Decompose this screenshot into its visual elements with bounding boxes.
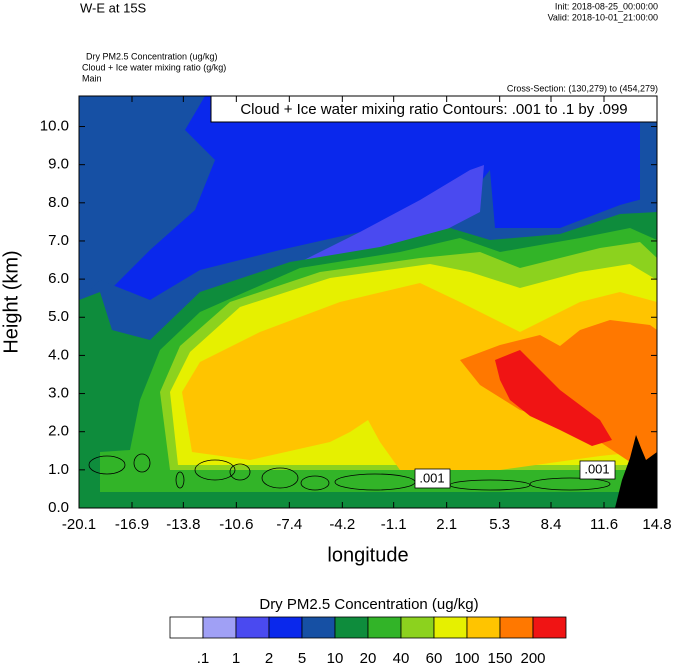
y-tick-label: 9.0 bbox=[48, 156, 69, 173]
x-tick-label: 14.8 bbox=[642, 516, 671, 533]
x-tick-label: 11.6 bbox=[590, 516, 618, 533]
y-tick-label: 3.0 bbox=[48, 385, 69, 402]
contour-label: .001 bbox=[584, 461, 609, 476]
contour-field bbox=[79, 96, 657, 508]
field-label: Dry PM2.5 Concentration (ug/kg) bbox=[86, 51, 218, 61]
colorbar-box bbox=[235, 616, 270, 639]
fill-region bbox=[182, 283, 657, 470]
contour-label: .001 bbox=[419, 470, 444, 485]
contour-label-box bbox=[414, 468, 451, 489]
terrain bbox=[615, 435, 657, 508]
colorbar-box bbox=[499, 616, 534, 639]
x-tick-label: -10.6 bbox=[219, 516, 253, 533]
y-tick-label: 5.0 bbox=[48, 308, 69, 325]
colorbar-label: 20 bbox=[360, 650, 377, 667]
colorbar-box bbox=[466, 616, 501, 639]
fill-region bbox=[495, 350, 612, 446]
colorbar-label: 1 bbox=[232, 650, 240, 667]
fill-region bbox=[79, 96, 215, 300]
colorbar-label: 60 bbox=[426, 650, 443, 667]
y-tick-label: 7.0 bbox=[48, 232, 69, 249]
field-label: Main bbox=[82, 73, 102, 83]
subtitle: Cross-Section: (130,279) to (454,279) bbox=[507, 83, 658, 93]
colorbar-box bbox=[400, 616, 435, 639]
fill-region bbox=[300, 165, 484, 268]
fill-region bbox=[180, 470, 620, 492]
colorbar-label: 100 bbox=[454, 650, 479, 667]
init-time: Init: 2018-08-25_00:00:00 bbox=[555, 1, 658, 11]
x-tick-label: 2.1 bbox=[436, 516, 457, 533]
colorbar-label: 2 bbox=[265, 650, 273, 667]
x-tick-label: 8.4 bbox=[541, 516, 562, 533]
valid-time: Valid: 2018-10-01_21:00:00 bbox=[548, 12, 658, 22]
y-tick-label: 1.0 bbox=[48, 461, 69, 478]
x-tick-label: -7.4 bbox=[276, 516, 302, 533]
y-tick-label: 4.0 bbox=[48, 346, 69, 363]
colorbar-box bbox=[367, 616, 402, 639]
x-tick-label: -4.2 bbox=[329, 516, 355, 533]
x-tick-label: -13.8 bbox=[166, 516, 200, 533]
colorbar-label: .1 bbox=[197, 650, 210, 667]
colorbar-box bbox=[169, 616, 204, 639]
colorbar-box bbox=[433, 616, 468, 639]
colorbar-label: 40 bbox=[393, 650, 410, 667]
y-tick-label: 6.0 bbox=[48, 270, 69, 287]
annotation: Cloud + Ice water mixing ratio Contours:… bbox=[240, 101, 627, 118]
colorbar-label: 200 bbox=[520, 650, 545, 667]
y-tick-label: 0.0 bbox=[48, 499, 69, 516]
colorbar-box bbox=[202, 616, 237, 639]
annotation-box bbox=[210, 95, 658, 123]
chart-title: W-E at 15S bbox=[80, 0, 147, 15]
y-axis-label: Height (km) bbox=[0, 250, 22, 353]
colorbar-label: 150 bbox=[487, 650, 512, 667]
x-axis-label: longitude bbox=[327, 544, 408, 566]
x-tick-label: -1.1 bbox=[381, 516, 407, 533]
x-tick-label: 5.3 bbox=[489, 516, 510, 533]
colorbar-label: 5 bbox=[298, 650, 306, 667]
y-tick-label: 8.0 bbox=[48, 194, 69, 211]
colorbar-box bbox=[268, 616, 303, 639]
colorbar-box bbox=[301, 616, 336, 639]
field-label: Cloud + Ice water mixing ratio (g/kg) bbox=[82, 62, 226, 72]
y-tick-label: 10.0 bbox=[40, 117, 69, 134]
x-tick-label: -16.9 bbox=[115, 516, 149, 533]
contour-label-box bbox=[579, 460, 616, 480]
colorbar-box bbox=[532, 616, 567, 639]
colorbar-label: 10 bbox=[327, 650, 344, 667]
fill-region bbox=[79, 492, 620, 508]
x-tick-label: -20.1 bbox=[62, 516, 96, 533]
y-tick-label: 2.0 bbox=[48, 423, 69, 440]
colorbar-box bbox=[334, 616, 369, 639]
colorbar-title: Dry PM2.5 Concentration (ug/kg) bbox=[259, 596, 478, 613]
